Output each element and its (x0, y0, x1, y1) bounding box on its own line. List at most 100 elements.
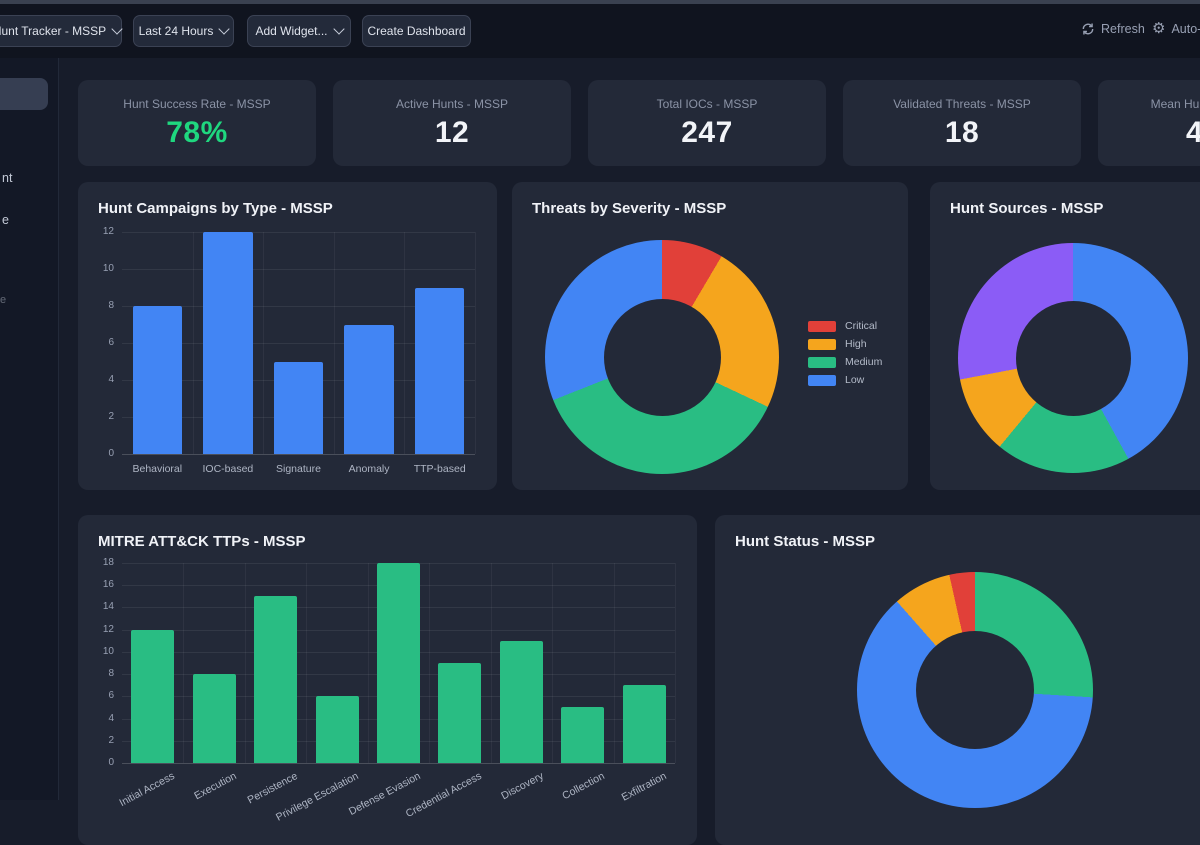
threats-severity-card: Threats by Severity - MSSP Critical High M… (512, 182, 908, 490)
bar-ioc-based (203, 232, 253, 454)
y-axis-tick: 2 (108, 734, 114, 746)
legend-item: Critical (808, 320, 882, 332)
y-axis-tick: 12 (102, 623, 114, 635)
bar-signature (273, 361, 324, 454)
chevron-down-icon (111, 23, 123, 35)
bar-collection (561, 707, 605, 763)
window-top-strip (0, 0, 1200, 4)
hunt-sources-donut (958, 243, 1188, 473)
x-axis-label: TTP-based (413, 463, 466, 475)
kpi-card-mean-hunt-time: Mean Hunt Time - MSSP 4.2h (1098, 80, 1200, 166)
gridline (122, 269, 475, 270)
kpi-value: 18 (944, 116, 980, 149)
gridline (192, 232, 194, 454)
kpi-label: Total IOCs - MSSP (656, 97, 758, 111)
x-axis-label: IOC-based (202, 463, 254, 475)
gridline (122, 306, 475, 307)
kpi-label: Mean Hunt Time - MSSP (1150, 97, 1200, 111)
kpi-value: 78% (166, 116, 228, 149)
dashboard-select[interactable]: Hunt Tracker - MSSP (0, 15, 123, 47)
kpi-label: Hunt Success Rate - MSSP (123, 97, 271, 111)
gridline (122, 454, 475, 455)
time-range-select[interactable]: Last 24 Hours (133, 15, 234, 47)
gridline (183, 563, 185, 763)
legend-swatch (808, 374, 836, 386)
chevron-down-icon (332, 23, 345, 35)
chart-title: Hunt Campaigns by Type - MSSP (98, 200, 333, 217)
sidebar-item-fragment[interactable]: e (0, 294, 7, 306)
time-range-value: Last 24 Hours (138, 24, 214, 38)
legend-label: Critical (845, 320, 878, 332)
kpi-value: 12 (434, 116, 470, 149)
bar-discovery (499, 640, 543, 763)
chart-title: Hunt Sources - MSSP (950, 200, 1104, 217)
gridline (367, 563, 369, 763)
donut-hole (603, 298, 721, 416)
chart-title: Threats by Severity - MSSP (532, 200, 727, 217)
y-axis-tick: 2 (108, 411, 114, 422)
gridline (333, 232, 335, 454)
threats-severity-legend: Critical High Medium Low (808, 320, 882, 386)
legend-label: High (845, 338, 867, 350)
sidebar-active-item[interactable] (0, 78, 48, 110)
gridline (613, 563, 615, 763)
chart-title: Hunt Status - MSSP (735, 533, 876, 550)
x-axis-label: Signature (276, 463, 321, 475)
gridline (675, 563, 676, 763)
x-axis-label: Execution (191, 770, 239, 803)
create-dashboard-button[interactable]: Create Dashboard (362, 15, 471, 47)
y-axis-tick: 8 (108, 668, 114, 680)
bar-behavioral (132, 306, 182, 454)
x-axis-label: Initial Access (117, 770, 177, 810)
kpi-label: Validated Threats - MSSP (893, 97, 1031, 111)
topbar: Hunt Tracker - MSSP Last 24 Hours Add Wi… (0, 4, 1200, 58)
auto-refresh-button[interactable]: ⚙ Auto-Refresh (1152, 20, 1200, 37)
sidebar-item-fragment[interactable]: nt (2, 171, 13, 185)
refresh-button[interactable]: Refresh (1081, 22, 1145, 36)
mitre-ttps-bar-chart: 0 2 4 6 8 10 12 14 16 18 Initial Access Execution Pe… (96, 557, 679, 824)
gridline (475, 232, 476, 454)
kpi-card-validated-threats: Validated Threats - MSSP 18 (843, 80, 1081, 166)
bar-exfiltration (622, 685, 666, 763)
threats-severity-donut (545, 240, 779, 474)
create-dashboard-label: Create Dashboard (367, 24, 466, 38)
y-axis-tick: 4 (108, 374, 114, 385)
y-axis-tick: 8 (108, 300, 114, 311)
y-axis-tick: 12 (102, 226, 114, 237)
gear-icon: ⚙ (1152, 20, 1166, 37)
refresh-icon (1082, 23, 1094, 35)
gridline (122, 343, 475, 344)
kpi-card-total-iocs: Total IOCs - MSSP 247 (588, 80, 826, 166)
gridline (306, 563, 308, 763)
bar-persistence (254, 596, 298, 763)
sidebar-item-fragment[interactable]: e (2, 213, 9, 227)
gridline (429, 563, 431, 763)
y-axis-tick: 18 (102, 557, 114, 568)
kpi-value: 247 (681, 116, 733, 149)
mitre-ttps-card: MITRE ATT&CK TTPs - MSSP 0 2 4 6 8 10 12 14 16 18… (78, 515, 697, 845)
add-widget-select[interactable]: Add Widget... (247, 15, 351, 47)
legend-label: Medium (845, 356, 883, 368)
add-widget-value: Add Widget... (255, 24, 328, 38)
gridline (263, 232, 265, 454)
bar-execution (192, 674, 236, 763)
donut-hole (916, 631, 1034, 749)
sidebar: nt e e (0, 58, 59, 800)
y-axis-tick: 6 (108, 337, 114, 348)
y-axis-tick: 0 (108, 448, 114, 459)
bar-privilege-escalation (315, 696, 359, 763)
kpi-card-hunt-success-rate: Hunt Success Rate - MSSP 78% (78, 80, 316, 166)
hunt-campaigns-card: Hunt Campaigns by Type - MSSP 0 2 4 6 8 10 12 B… (78, 182, 497, 490)
legend-swatch (808, 320, 836, 332)
kpi-label: Active Hunts - MSSP (395, 97, 509, 111)
legend-swatch (808, 356, 836, 368)
y-axis-tick: 16 (102, 579, 114, 591)
gridline (122, 232, 475, 233)
gridline (404, 232, 406, 454)
y-axis-tick: 6 (108, 690, 114, 702)
kpi-card-active-hunts: Active Hunts - MSSP 12 (333, 80, 571, 166)
donut-hole (1015, 300, 1131, 416)
y-axis-tick: 10 (102, 263, 114, 274)
kpi-value: 4.2h (1185, 116, 1200, 149)
gridline (244, 563, 246, 763)
